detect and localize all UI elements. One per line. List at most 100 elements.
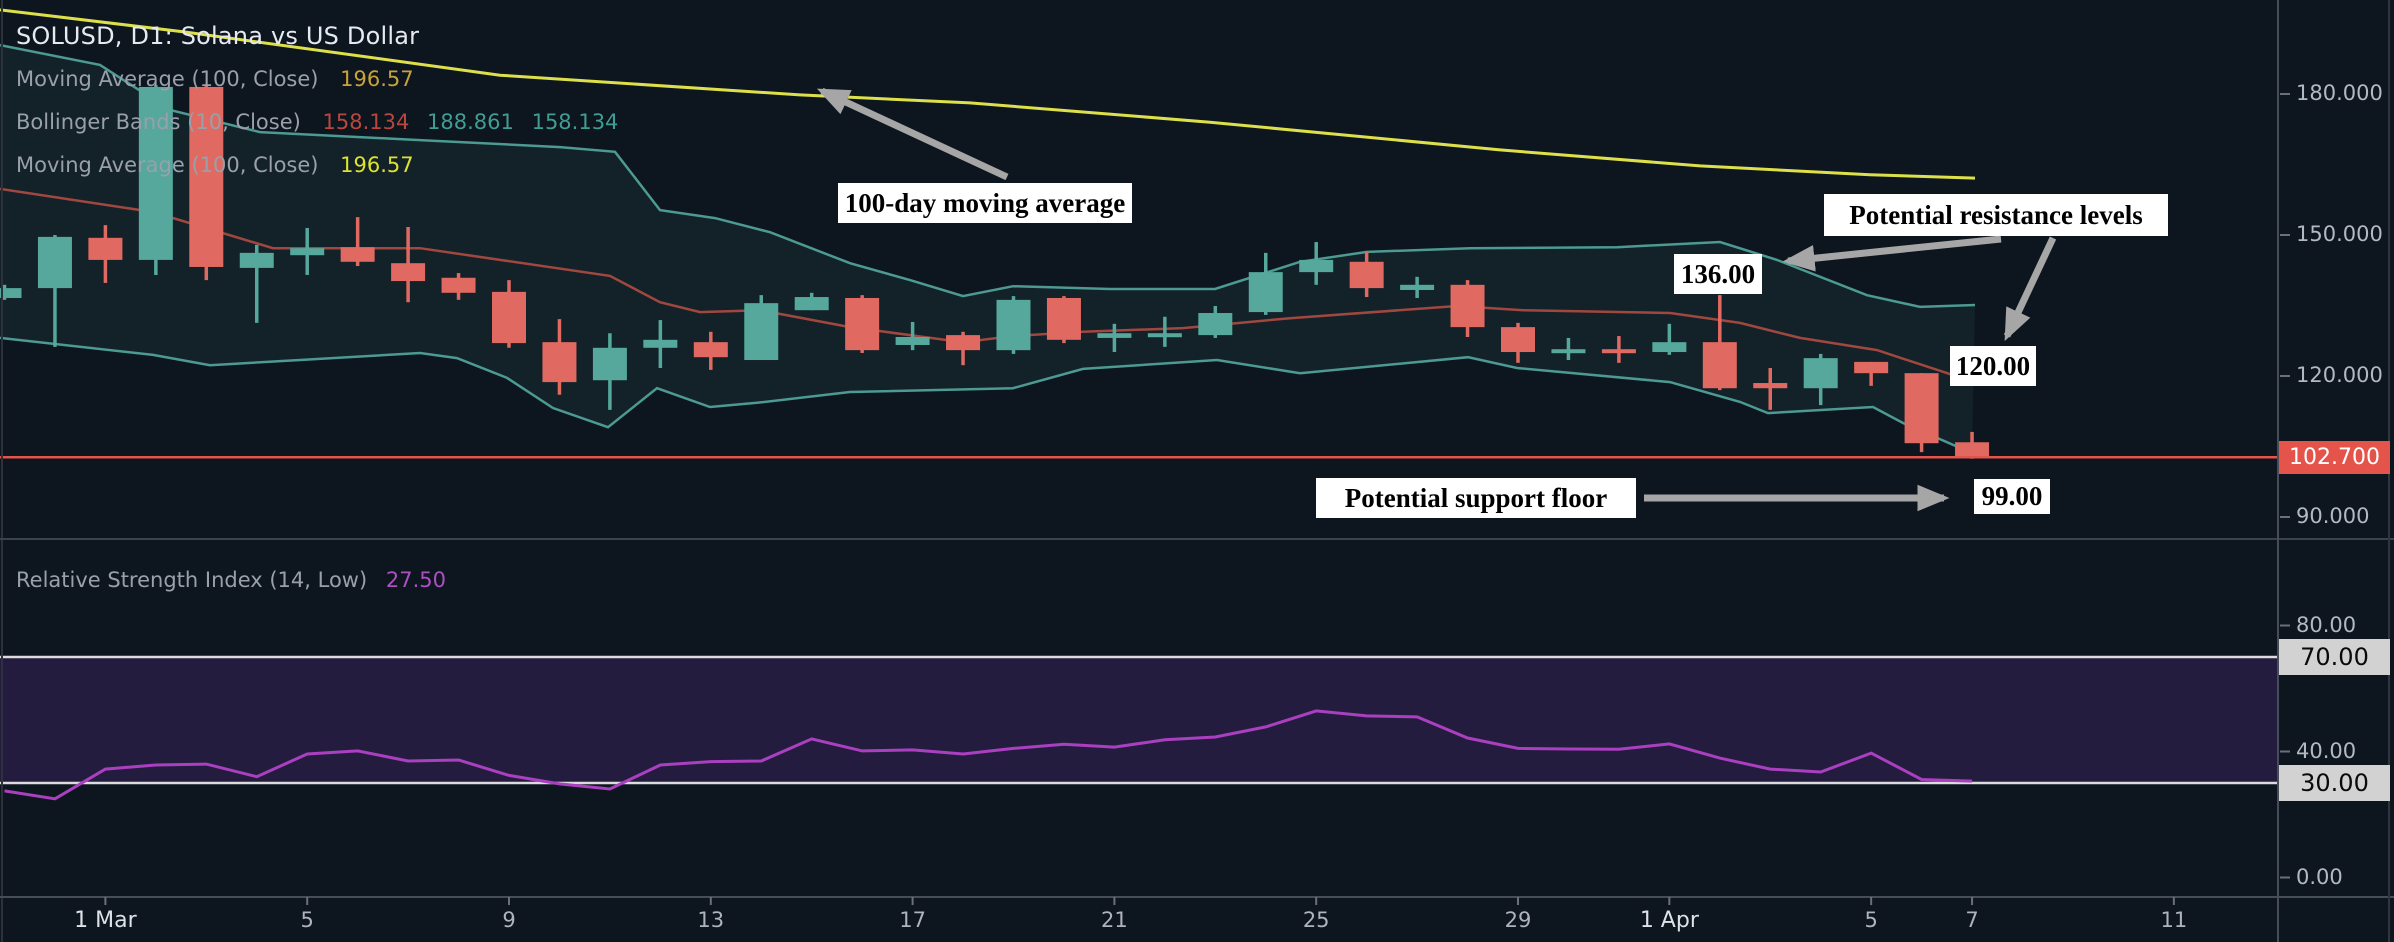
bollinger-lower-value: 158.134: [531, 110, 619, 134]
candle: [1753, 368, 1788, 410]
candlestick-series[interactable]: [0, 85, 1990, 459]
candle: [845, 295, 880, 353]
time-axis-label-13: 13: [697, 908, 725, 932]
candle: [1147, 316, 1182, 347]
candle: [542, 319, 577, 395]
candle-body: [1147, 333, 1182, 338]
price-axis-label-180.000: 180.000: [2296, 81, 2383, 105]
resistance-label-arrow[interactable]: [1782, 235, 2002, 272]
time-axis-label-9: 9: [502, 908, 516, 932]
candle: [1097, 323, 1132, 353]
candle: [1854, 361, 1889, 386]
candle-body: [492, 291, 526, 344]
candle: [693, 331, 728, 370]
annotation-support-label[interactable]: Potential support floor: [1316, 478, 1636, 518]
rsi-legend[interactable]: Relative Strength Index (14, Low) 27.50: [16, 568, 446, 592]
candle-body: [290, 248, 325, 256]
candle: [0, 284, 22, 300]
candle-body: [189, 86, 224, 267]
current-price-badge: 102.700: [2279, 441, 2390, 475]
candle-body: [1904, 373, 1939, 444]
rsi-label: Relative Strength Index (14, Low): [16, 568, 368, 592]
annotation-level-120[interactable]: 120.00: [1950, 346, 2036, 386]
candle: [895, 321, 930, 351]
time-axis-label-1-Apr: 1 Apr: [1639, 908, 1699, 933]
indicator-legend: SOLUSD, D1: Solana vs US Dollar Moving A…: [16, 22, 618, 196]
candle: [1601, 336, 1636, 363]
candle-body: [1854, 361, 1889, 374]
annotation-level-99[interactable]: 99.00: [1974, 479, 2050, 514]
candle-body: [1097, 333, 1132, 338]
candle: [1501, 322, 1535, 363]
candle-body: [794, 297, 829, 311]
candle: [1652, 323, 1687, 355]
candle: [1248, 252, 1283, 315]
candle-body: [1803, 358, 1838, 389]
candle: [1702, 295, 1737, 391]
rsi-axis-label-0.00: 0.00: [2296, 864, 2343, 889]
candle: [239, 244, 274, 323]
candle-body: [1248, 272, 1283, 313]
ma100-label: Moving Average (100, Close): [16, 67, 319, 91]
candle-body: [1299, 259, 1334, 273]
rsi-line: [4, 709, 1973, 801]
candle-body: [1652, 342, 1687, 353]
candle-body: [0, 288, 22, 298]
bollinger-upper-value: 188.861: [427, 110, 514, 134]
rsi-axis-label-80.00: 80.00: [2296, 612, 2357, 637]
candle-body: [88, 237, 123, 260]
candle: [1299, 242, 1334, 285]
candle: [1955, 431, 1990, 459]
candle: [1904, 373, 1939, 453]
candle: [1198, 305, 1233, 338]
candle: [290, 227, 325, 275]
candle: [441, 273, 476, 300]
candle: [996, 296, 1031, 354]
candle: [1400, 276, 1435, 298]
resistance-label-arrow[interactable]: [2003, 236, 2057, 342]
legend-row-bollinger[interactable]: Bollinger Bands (10, Close) 158.134 188.…: [16, 110, 618, 134]
time-axis-label-7: 7: [1965, 908, 1979, 932]
rsi-level-badge-70.00: 70.00: [2279, 639, 2390, 675]
time-axis-label-17: 17: [899, 908, 926, 932]
candle-body: [1198, 313, 1233, 336]
candle-body: [1955, 442, 1990, 458]
candle: [189, 85, 224, 281]
candle-body: [693, 342, 728, 358]
ma100-value: 196.57: [340, 67, 414, 91]
ma100-value-2: 196.57: [340, 153, 414, 177]
annotation-level-136[interactable]: 136.00: [1674, 254, 1762, 294]
candle-body: [895, 336, 930, 345]
symbol-title[interactable]: SOLUSD, D1: Solana vs US Dollar: [16, 22, 420, 50]
candle: [744, 295, 779, 361]
candle-body: [441, 277, 476, 293]
rsi-axis-label-40.00: 40.00: [2296, 738, 2357, 763]
price-axis-label-120.000: 120.000: [2296, 363, 2383, 387]
candle: [340, 217, 375, 267]
candle-body: [744, 303, 779, 361]
ma-label-arrow[interactable]: [816, 87, 1009, 181]
price-axis-label-90.000: 90.000: [2296, 504, 2370, 528]
candle: [391, 227, 426, 303]
time-axis-label-11: 11: [2160, 908, 2188, 932]
candle-body: [340, 247, 375, 262]
candle: [88, 225, 123, 283]
legend-row-ma100-second[interactable]: Moving Average (100, Close) 196.57: [16, 153, 618, 177]
legend-row-ma100-first[interactable]: Moving Average (100, Close) 196.57: [16, 67, 618, 91]
ma100-line: [0, 8, 1976, 180]
candle: [1803, 353, 1838, 406]
annotation-ma-label[interactable]: 100-day moving average: [838, 183, 1132, 223]
time-axis-label-5: 5: [1864, 908, 1878, 932]
candle-body: [1702, 342, 1737, 389]
candle-body: [391, 263, 426, 282]
candle: [1450, 280, 1485, 337]
candle-body: [1551, 349, 1586, 354]
annotation-resistance-label[interactable]: Potential resistance levels: [1824, 194, 2168, 236]
candle: [643, 320, 678, 369]
candle: [37, 235, 72, 347]
bollinger-lower-band: [0, 336, 1973, 455]
candle: [1551, 337, 1586, 361]
candle-body: [37, 236, 72, 289]
